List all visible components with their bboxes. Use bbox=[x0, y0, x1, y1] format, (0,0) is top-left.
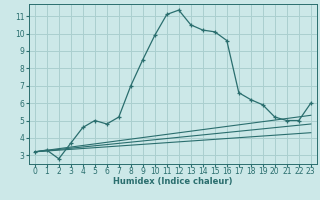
X-axis label: Humidex (Indice chaleur): Humidex (Indice chaleur) bbox=[113, 177, 233, 186]
